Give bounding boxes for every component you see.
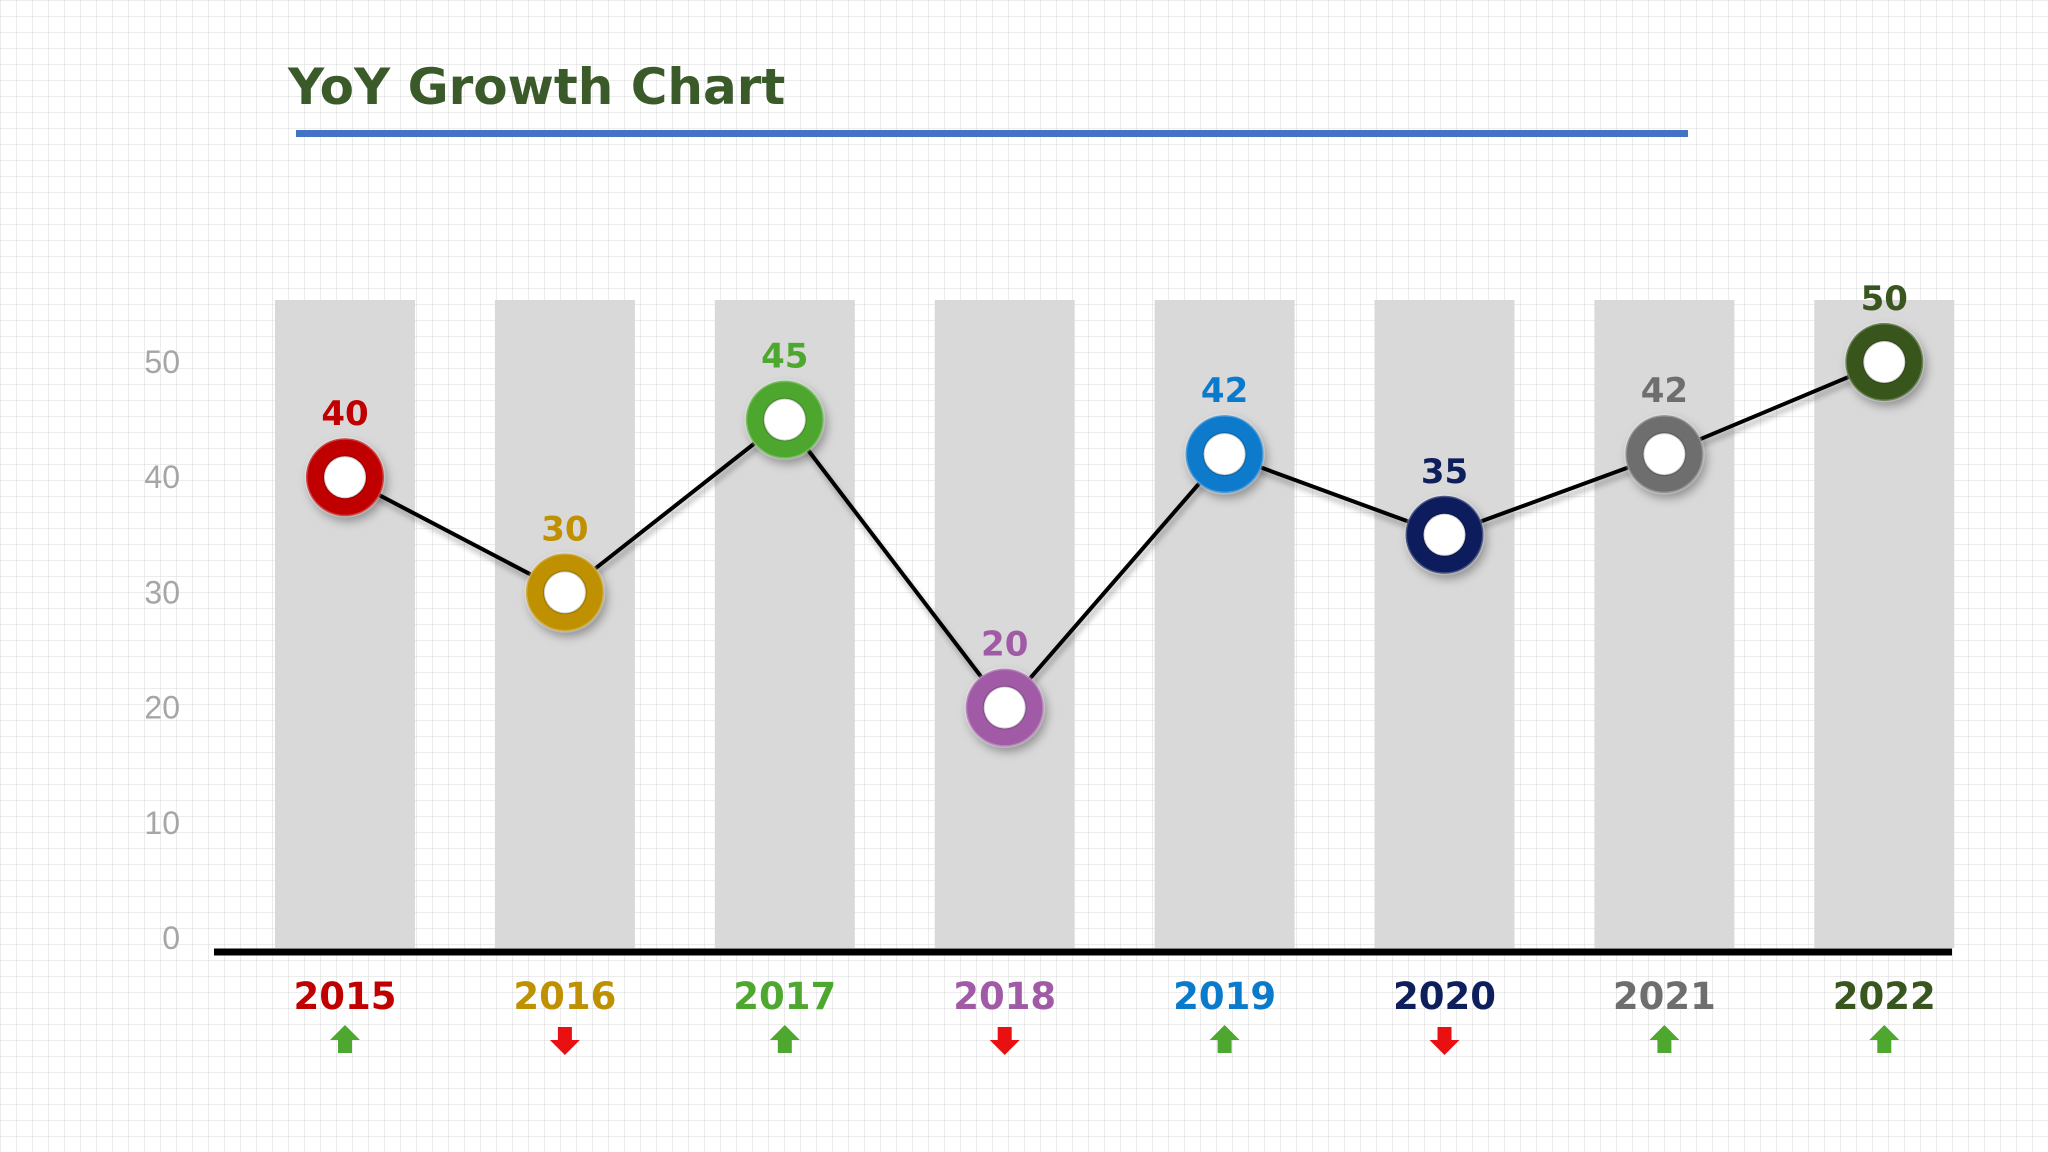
background-column — [1814, 300, 1955, 948]
x-tick-label: 2016 — [513, 975, 616, 1018]
data-point-marker — [524, 551, 606, 633]
data-label: 42 — [1641, 371, 1688, 411]
data-point-marker — [1843, 321, 1925, 403]
data-label: 35 — [1421, 452, 1468, 492]
title-underline — [296, 130, 1688, 137]
data-label: 50 — [1861, 279, 1908, 319]
data-labels: 40 30 45 20 42 35 42 50 — [321, 279, 1908, 665]
x-tick-label: 2022 — [1833, 975, 1936, 1018]
arrow-up-icon — [1209, 1025, 1240, 1053]
x-tick-label: 2015 — [294, 975, 397, 1018]
x-tick-label: 2019 — [1173, 975, 1276, 1018]
x-tick-label: 2018 — [953, 975, 1056, 1018]
y-tick-label: 50 — [144, 344, 180, 380]
arrow-up-icon — [1649, 1025, 1680, 1053]
chart-title: YoY Growth Chart — [288, 58, 786, 116]
arrow-down-icon — [549, 1027, 580, 1055]
background-column — [1154, 300, 1295, 948]
data-point-marker — [1623, 413, 1705, 495]
data-point-marker — [1184, 413, 1266, 495]
trend-arrows — [330, 1025, 1900, 1055]
arrow-down-icon — [989, 1027, 1020, 1055]
background-columns — [275, 300, 1955, 948]
data-label: 20 — [981, 625, 1028, 665]
arrow-down-icon — [1429, 1027, 1460, 1055]
y-tick-label: 20 — [144, 690, 180, 726]
data-label: 30 — [541, 509, 588, 549]
y-tick-label: 30 — [144, 574, 180, 610]
data-point-marker — [964, 667, 1046, 749]
data-point-marker — [744, 379, 826, 461]
data-point-marker — [1404, 494, 1485, 576]
background-column — [1374, 300, 1515, 948]
y-tick-label: 40 — [144, 459, 180, 495]
x-tick-label: 2020 — [1393, 975, 1496, 1018]
arrow-up-icon — [1869, 1025, 1900, 1053]
x-tick-label: 2021 — [1613, 975, 1716, 1018]
arrow-up-icon — [330, 1025, 360, 1053]
y-tick-label: 0 — [162, 920, 180, 956]
data-label: 45 — [761, 337, 808, 377]
x-tick-label: 2017 — [733, 975, 836, 1018]
data-markers — [304, 321, 1925, 749]
background-column — [275, 300, 415, 948]
data-label: 40 — [321, 394, 368, 434]
background-column — [1594, 300, 1735, 948]
background-column — [934, 300, 1075, 948]
y-axis-ticks: 0 10 20 30 40 50 — [144, 344, 180, 956]
series-line — [344, 360, 1886, 711]
data-point-marker — [304, 436, 386, 518]
arrow-up-icon — [769, 1025, 800, 1053]
data-label: 42 — [1201, 371, 1248, 411]
y-tick-label: 10 — [144, 805, 180, 841]
x-axis-labels: 2015 2016 2017 2018 2019 2020 2021 2022 — [294, 975, 1936, 1018]
